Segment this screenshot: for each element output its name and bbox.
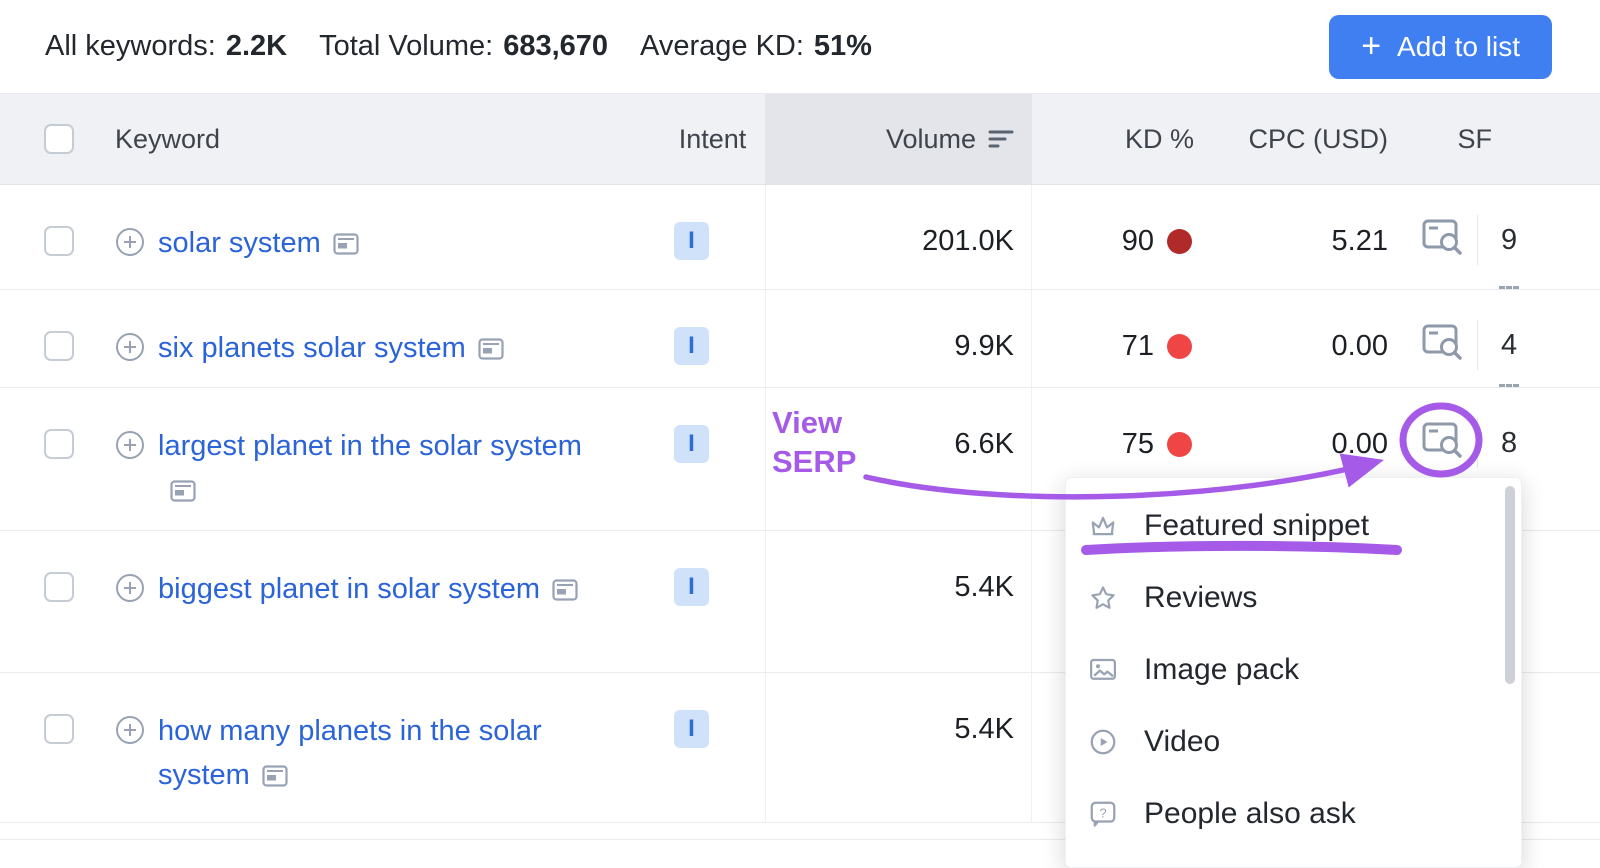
keyword-text: biggest planet in solar system	[158, 573, 541, 605]
volume-value: 6.6K	[765, 388, 1032, 530]
summary-stats: All keywords: 2.2K Total Volume: 683,670…	[45, 30, 872, 63]
star-icon	[1088, 583, 1118, 613]
menu-item-label: Featured snippet	[1144, 509, 1370, 542]
all-keywords-stat: All keywords: 2.2K	[45, 30, 287, 63]
kd-value: 90	[1121, 225, 1154, 257]
intent-badge[interactable]: I	[674, 327, 709, 365]
keyword-link[interactable]: solar system	[158, 221, 359, 265]
video-icon	[1088, 727, 1118, 757]
all-keywords-value: 2.2K	[225, 30, 288, 62]
kd-dot	[1167, 229, 1192, 254]
average-kd-stat: Average KD: 51%	[640, 30, 872, 63]
table-row: solar system I 201.0K 90 5.21 9	[0, 185, 1600, 290]
header-sf[interactable]: SF	[1457, 123, 1492, 154]
image-pack-icon	[1088, 655, 1118, 685]
total-volume-value: 683,670	[503, 30, 609, 62]
svg-text:?: ?	[1099, 805, 1106, 820]
row-checkbox[interactable]	[44, 226, 74, 256]
plus-icon: +	[1361, 26, 1382, 65]
expand-plus-icon[interactable]	[115, 430, 145, 460]
serp-snapshot-icon[interactable]	[262, 765, 288, 787]
serp-snapshot-icon[interactable]	[333, 233, 359, 255]
keyword-link[interactable]: biggest planet in solar system	[158, 567, 578, 611]
menu-item-label: Image pack	[1144, 653, 1300, 686]
kd-value: 75	[1121, 428, 1154, 460]
intent-badge[interactable]: I	[674, 425, 709, 463]
add-to-list-button[interactable]: + Add to list	[1329, 14, 1552, 79]
view-serp-icon[interactable]	[1422, 420, 1464, 460]
row-checkbox[interactable]	[44, 429, 74, 459]
view-serp-icon[interactable]	[1422, 217, 1464, 257]
volume-value: 5.4K	[765, 531, 1032, 672]
table-header: Keyword Intent Volume KD % CPC (USD) SF	[0, 94, 1600, 185]
kd-value: 71	[1121, 330, 1154, 362]
divider	[1477, 418, 1478, 468]
header-keyword[interactable]: Keyword	[115, 123, 221, 154]
keyword-link[interactable]: six planets solar system	[158, 326, 504, 370]
menu-scrollbar-thumb[interactable]	[1505, 486, 1515, 684]
row-checkbox[interactable]	[44, 331, 74, 361]
kd-dot	[1167, 334, 1192, 359]
intent-badge[interactable]: I	[674, 710, 709, 748]
keyword-text: six planets solar system	[158, 332, 466, 364]
volume-value: 9.9K	[765, 290, 1032, 387]
table-row: six planets solar system I 9.9K 71 0.00 …	[0, 290, 1600, 388]
header-cpc[interactable]: CPC (USD)	[1248, 123, 1389, 154]
keyword-text: largest planet in the solar system	[158, 430, 582, 462]
keyword-link[interactable]: how many planets in the solar system	[158, 709, 603, 797]
serp-features-menu: Featured snippet Reviews Image pack Vide…	[1065, 477, 1522, 868]
header-checkbox-cell	[0, 94, 92, 184]
menu-item-reviews[interactable]: Reviews	[1066, 562, 1521, 634]
serp-snapshot-icon[interactable]	[478, 338, 504, 360]
sf-count-link[interactable]: 9	[1499, 221, 1520, 289]
average-kd-label: Average KD:	[640, 30, 804, 62]
menu-item-featured-snippet[interactable]: Featured snippet	[1066, 490, 1521, 562]
total-volume-stat: Total Volume: 683,670	[319, 30, 608, 63]
row-checkbox[interactable]	[44, 714, 74, 744]
serp-snapshot-icon[interactable]	[552, 579, 578, 601]
intent-badge[interactable]: I	[674, 568, 709, 606]
serp-snapshot-icon[interactable]	[170, 480, 196, 502]
next-row-edge	[0, 823, 1600, 840]
crown-icon	[1088, 511, 1118, 541]
header-intent[interactable]: Intent	[678, 123, 747, 154]
keyword-text: solar system	[158, 227, 321, 259]
keyword-link[interactable]: largest planet in the solar system	[158, 424, 603, 512]
summary-bar: All keywords: 2.2K Total Volume: 683,670…	[0, 0, 1600, 94]
keyword-text: how many planets in the solar system	[158, 715, 542, 791]
volume-value: 201.0K	[765, 185, 1032, 289]
header-volume[interactable]: Volume	[765, 94, 1032, 184]
cpc-value: 5.21	[1331, 225, 1388, 257]
expand-plus-icon[interactable]	[115, 573, 145, 603]
sf-count-link[interactable]: 4	[1499, 326, 1520, 387]
menu-item-label: Video	[1144, 725, 1221, 758]
sort-descending-icon	[988, 130, 1014, 148]
menu-item-label: People also ask	[1144, 797, 1356, 830]
menu-item-video[interactable]: Video	[1066, 706, 1521, 778]
select-all-checkbox[interactable]	[44, 124, 74, 154]
all-keywords-label: All keywords:	[45, 30, 216, 62]
kd-dot	[1167, 432, 1192, 457]
add-to-list-label: Add to list	[1397, 30, 1520, 62]
header-volume-label: Volume	[885, 123, 976, 154]
expand-plus-icon[interactable]	[115, 332, 145, 362]
menu-item-people-also-ask[interactable]: ? People also ask	[1066, 778, 1521, 850]
view-serp-icon[interactable]	[1422, 322, 1464, 362]
divider	[1477, 320, 1478, 370]
average-kd-value: 51%	[813, 30, 872, 62]
menu-item-image-pack[interactable]: Image pack	[1066, 634, 1521, 706]
volume-value: 5.4K	[765, 673, 1032, 822]
row-checkbox[interactable]	[44, 572, 74, 602]
cpc-value: 0.00	[1331, 330, 1388, 362]
intent-badge[interactable]: I	[674, 222, 709, 260]
question-bubble-icon: ?	[1088, 799, 1118, 829]
total-volume-label: Total Volume:	[319, 30, 494, 62]
header-kd[interactable]: KD %	[1124, 123, 1194, 154]
menu-item-label: Reviews	[1144, 581, 1258, 614]
expand-plus-icon[interactable]	[115, 715, 145, 745]
divider	[1477, 215, 1478, 265]
expand-plus-icon[interactable]	[115, 227, 145, 257]
